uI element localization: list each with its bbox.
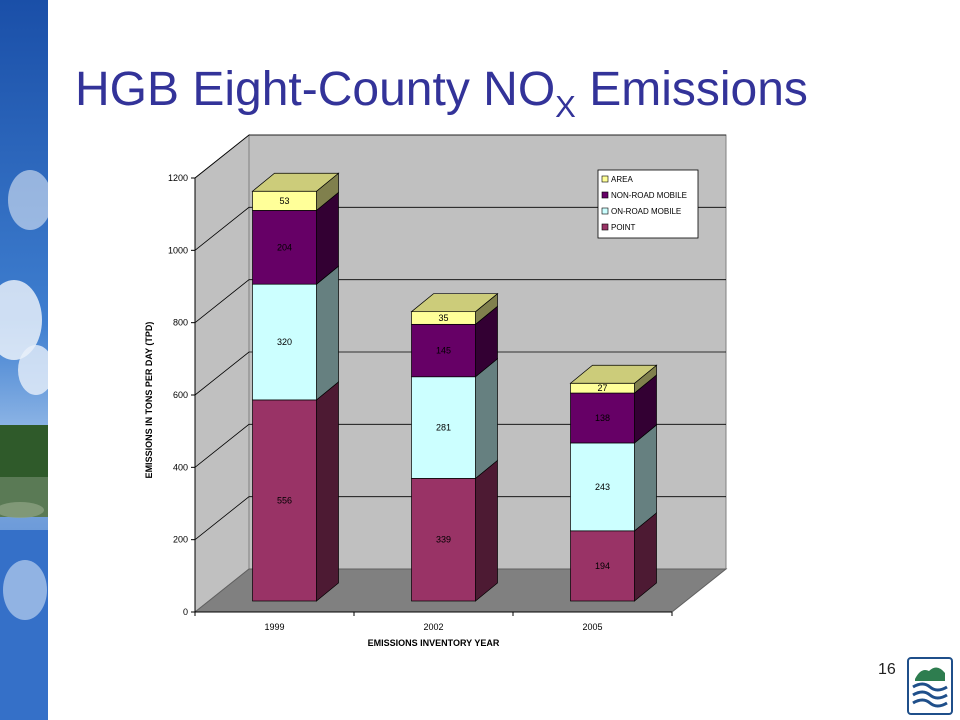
data-label: 145 (436, 346, 451, 356)
bar-segment-on-road-mobile-1999 (252, 265, 339, 401)
y-tick-label: 400 (173, 462, 188, 472)
bar-front (252, 399, 317, 602)
x-tick-label: 1999 (264, 622, 284, 632)
bar-top (410, 293, 499, 313)
y-tick-label: 1000 (168, 245, 188, 255)
data-label: 281 (436, 423, 451, 433)
data-label: 194 (595, 561, 610, 571)
data-label: 556 (277, 495, 292, 505)
slide-title: HGB Eight-County NOX Emissions (75, 62, 808, 125)
bar-front (570, 442, 635, 532)
legend-swatch (601, 175, 609, 183)
x-tick-label: 2005 (582, 622, 602, 632)
data-label: 339 (436, 535, 451, 545)
data-label: 35 (438, 313, 448, 323)
bar-segment-point-2005 (570, 512, 657, 602)
y-tick-label: 200 (173, 535, 188, 545)
bar-side (316, 265, 339, 401)
data-label: 320 (277, 337, 292, 347)
bar-side (475, 358, 498, 480)
x-axis-title: EMISSIONS INVENTORY YEAR (368, 638, 500, 648)
legend-swatch (601, 191, 609, 199)
legend-entry: POINT (611, 223, 636, 232)
legend-box (597, 169, 699, 239)
bar-front (411, 478, 476, 602)
bar-segment-point-1999 (252, 381, 339, 602)
bar-segment-on-road-mobile-2005 (570, 424, 657, 532)
legend-swatch (601, 223, 609, 231)
gridline (194, 351, 726, 396)
bar-side (475, 459, 498, 602)
gridline (194, 206, 726, 251)
bar-segment-area-2002 (410, 292, 499, 326)
bar-side (316, 381, 339, 602)
gridline (194, 134, 726, 179)
bar-segment-area-1999 (251, 172, 340, 212)
data-label: 53 (279, 196, 289, 206)
side-photo-image (0, 0, 48, 720)
legend-entry: AREA (611, 175, 633, 184)
page-number: 16 (878, 661, 896, 678)
data-label: 204 (277, 242, 292, 252)
y-tick-label: 600 (173, 390, 188, 400)
legend-entry: NON-ROAD MOBILE (611, 191, 687, 200)
y-tick-label: 800 (173, 318, 188, 328)
legend-entry: ON-ROAD MOBILE (611, 207, 681, 216)
title-subscript: X (555, 89, 576, 124)
legend: AREA NON-ROAD MOBILE ON-ROAD MOBILE POINT (597, 169, 699, 239)
y-tick-label: 1200 (168, 173, 188, 183)
bar-segment-non-road-mobile-2002 (411, 305, 498, 378)
bar-front (570, 530, 635, 602)
gridline (194, 496, 726, 540)
bar-front (411, 323, 476, 378)
legend-swatch (601, 207, 609, 215)
data-label: 27 (597, 383, 607, 393)
y-axis-title: EMISSIONS IN TONS PER DAY (TPD) (144, 322, 154, 479)
x-tick-label: 2002 (423, 622, 443, 632)
bar-segment-area-2005 (569, 364, 658, 394)
bar-segment-point-2002 (411, 459, 498, 602)
y-tick-label: 0 (183, 607, 188, 617)
bar-front (411, 376, 476, 479)
side-photo-strip (0, 0, 48, 720)
data-label: 243 (595, 482, 610, 492)
bar-top (569, 364, 658, 384)
data-label: 138 (595, 413, 610, 423)
bar-front (570, 392, 635, 444)
bar-segment-on-road-mobile-2002 (411, 358, 498, 480)
bar-side (634, 424, 657, 532)
bar-front (252, 283, 317, 401)
gridline (194, 279, 726, 323)
tceq-logo-icon (907, 657, 953, 715)
bar-top (251, 172, 340, 192)
bar-segment-non-road-mobile-2005 (570, 374, 657, 444)
title-main-text: HGB Eight-County NO (75, 63, 556, 116)
title-end-text: Emissions (575, 63, 808, 116)
gridline (194, 423, 726, 468)
